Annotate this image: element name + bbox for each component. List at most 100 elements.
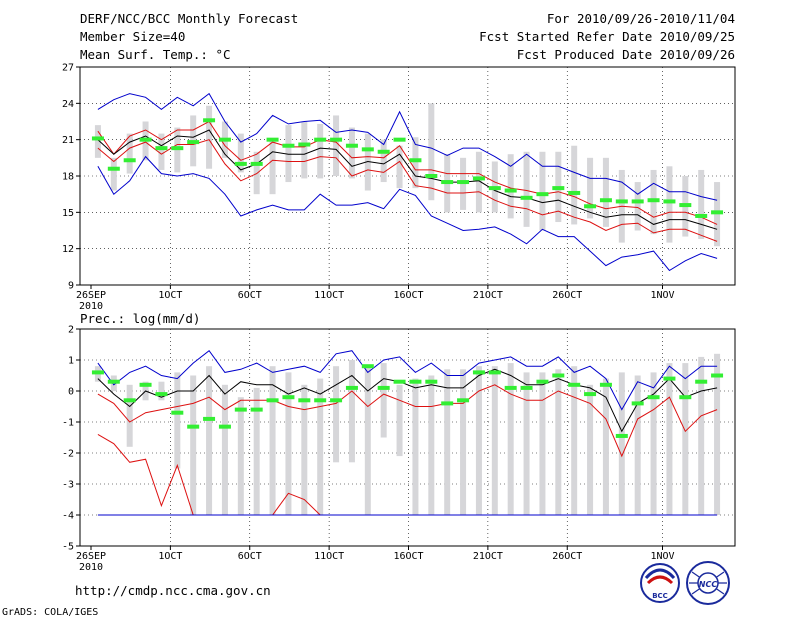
obs-marker	[472, 370, 485, 375]
figure-title: DERF/NCC/BCC Monthly Forecast	[80, 11, 298, 26]
y-tick-label: 18	[62, 172, 74, 183]
x-tick-label: 1OCT	[158, 290, 182, 301]
obs-marker	[266, 398, 279, 403]
x-tick-label: 16OCT	[393, 290, 423, 301]
series-line-mean	[97, 129, 718, 230]
obs-marker	[393, 137, 406, 142]
obs-marker	[203, 416, 216, 421]
obs-marker	[425, 174, 438, 178]
obs-marker	[536, 192, 549, 197]
obs-marker	[599, 382, 612, 387]
obs-marker	[472, 176, 485, 181]
range-bar	[126, 384, 133, 447]
range-bar	[317, 123, 324, 179]
range-bar	[602, 378, 609, 515]
obs-marker	[123, 398, 136, 403]
obs-marker	[361, 147, 374, 152]
obs-marker	[314, 398, 327, 403]
y-tick-label: 12	[62, 244, 74, 255]
obs-marker	[187, 424, 200, 429]
series-line-lower	[97, 384, 718, 458]
x-year-label: 2010	[79, 562, 103, 573]
obs-marker	[552, 186, 565, 191]
series-line-mean	[97, 368, 718, 433]
obs-marker	[568, 382, 581, 387]
obs-marker	[631, 199, 644, 204]
range-bar	[174, 372, 181, 469]
obs-marker	[218, 424, 231, 429]
obs-marker	[599, 198, 612, 203]
obs-marker	[711, 210, 724, 215]
x-tick-label: 26SEP	[76, 551, 106, 562]
series-line-upper	[97, 120, 718, 225]
obs-marker	[536, 379, 549, 384]
y-tick-label: -1	[62, 418, 74, 429]
range-bar	[602, 157, 609, 227]
precip-panel-title: Prec.: log(mm/d)	[80, 311, 200, 326]
x-tick-label: 26OCT	[552, 551, 582, 562]
y-tick-label: -3	[62, 480, 74, 491]
range-bar	[460, 369, 467, 515]
y-tick-label: 24	[62, 99, 74, 110]
range-bar	[412, 378, 419, 515]
range-bar	[523, 151, 530, 227]
range-bar	[364, 366, 371, 515]
y-tick-label: 2	[68, 325, 74, 336]
obs-marker	[425, 379, 438, 384]
obs-marker	[441, 401, 454, 406]
x-tick-label: 11OCT	[314, 290, 344, 301]
obs-marker	[345, 385, 358, 390]
obs-marker	[679, 203, 692, 208]
range-bar	[571, 366, 578, 515]
range-bar	[301, 121, 308, 179]
range-bar	[396, 384, 403, 457]
range-bar	[412, 137, 419, 189]
range-bar	[698, 356, 705, 515]
temperature-panel: 9 12 15 18 21 24 27 26SEP 1OCT 6OCT 11OCT 16OCT 21OC…	[62, 63, 736, 312]
range-bar	[587, 157, 594, 219]
obs-marker	[139, 137, 152, 142]
range-bar	[634, 375, 641, 515]
range-bar	[714, 353, 721, 515]
obs-marker	[203, 118, 216, 123]
obs-marker	[345, 143, 358, 148]
range-bar	[428, 103, 435, 201]
range-bar	[682, 363, 689, 515]
obs-marker	[266, 137, 279, 142]
x-tick-label: 26SEP	[76, 290, 106, 301]
obs-marker	[139, 382, 152, 387]
obs-marker	[250, 407, 263, 412]
y-tick-label: -2	[62, 449, 74, 460]
range-bar	[285, 125, 292, 183]
obs-marker	[107, 379, 120, 384]
range-bar	[317, 378, 324, 515]
x-tick-label: 21OCT	[473, 551, 503, 562]
y-tick-label: -4	[62, 511, 74, 522]
obs-marker	[107, 166, 120, 171]
obs-marker	[314, 137, 327, 142]
y-tick-label: 21	[62, 135, 74, 146]
range-bar	[285, 372, 292, 515]
obs-marker	[330, 137, 343, 142]
series-line-max	[97, 349, 718, 411]
x-tick-label: 16OCT	[393, 551, 423, 562]
y-tick-label: 9	[68, 281, 74, 292]
obs-marker	[187, 140, 200, 145]
obs-marker	[250, 161, 263, 166]
range-bar	[237, 397, 244, 515]
obs-marker	[631, 401, 644, 406]
range-bar	[475, 151, 482, 213]
x-tick-label: 6OCT	[238, 290, 262, 301]
obs-marker	[155, 146, 168, 151]
obs-marker	[361, 364, 374, 369]
range-bar	[301, 384, 308, 515]
obs-marker	[695, 213, 708, 218]
range-bar	[94, 125, 101, 158]
range-bar	[571, 145, 578, 225]
obs-marker	[457, 398, 470, 403]
obs-marker	[218, 137, 231, 142]
obs-marker	[234, 161, 247, 166]
range-bar	[206, 366, 213, 515]
bcc-logo: BCC	[640, 563, 680, 603]
source-url[interactable]: http://cmdp.ncc.cma.gov.cn	[75, 583, 271, 598]
